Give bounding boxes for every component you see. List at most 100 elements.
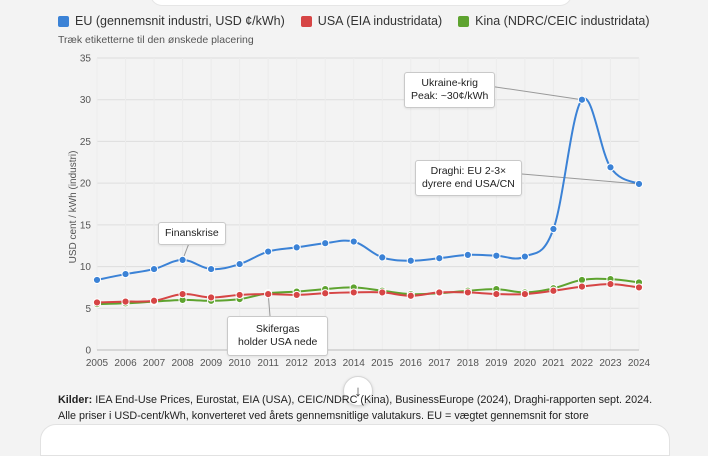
series-line-0 — [96, 97, 640, 281]
legend-item-china[interactable]: Kina (NDRC/CEIC industridata) — [458, 14, 650, 28]
legend-label-china: Kina (NDRC/CEIC industridata) — [475, 14, 650, 28]
x-tick-label: 2023 — [599, 358, 622, 369]
legend-swatch-eu — [58, 15, 69, 27]
annotation-draghi-connector — [521, 173, 640, 185]
y-tick-label: 10 — [80, 262, 92, 273]
legend-swatch-china — [458, 15, 470, 27]
data-point[interactable] — [92, 275, 102, 285]
data-point[interactable] — [121, 297, 130, 306]
data-point[interactable] — [264, 290, 273, 299]
x-tick-label: 2022 — [571, 358, 594, 369]
x-tick-label: 2020 — [514, 358, 537, 369]
data-point[interactable] — [349, 288, 358, 297]
bottom-card — [40, 424, 670, 456]
y-tick-label: 35 — [80, 54, 92, 65]
x-tick-label: 2021 — [542, 358, 565, 369]
y-tick-label: 0 — [85, 346, 91, 357]
data-point[interactable] — [577, 95, 587, 104]
data-point[interactable] — [149, 264, 159, 274]
annotation-ukraine[interactable]: Ukraine-krig Peak: ~30¢/kWh — [404, 72, 496, 108]
x-tick-label: 2016 — [400, 358, 423, 369]
y-tick-label: 25 — [80, 137, 92, 148]
data-point[interactable] — [378, 288, 387, 297]
data-point[interactable] — [178, 290, 187, 299]
y-tick-label: 5 — [85, 304, 91, 315]
data-point[interactable] — [149, 296, 159, 305]
annotation-ukraine-line1: Ukraine-krig — [421, 77, 478, 89]
x-tick-label: 2017 — [428, 358, 451, 369]
data-point[interactable] — [549, 224, 558, 234]
data-point[interactable] — [463, 288, 472, 297]
legend-label-eu: EU (gennemsnit industri, USD ¢/kWh) — [75, 14, 285, 28]
data-point[interactable] — [577, 282, 587, 291]
data-point[interactable] — [606, 279, 615, 289]
data-point[interactable] — [292, 290, 301, 300]
annotation-finanskrise-text: Finanskrise — [165, 227, 219, 239]
data-point[interactable] — [520, 252, 529, 261]
data-point[interactable] — [349, 237, 358, 246]
annotation-draghi[interactable]: Draghi: EU 2-3× dyrere end USA/CN — [415, 160, 522, 196]
x-tick-label: 2015 — [371, 358, 394, 369]
x-tick-label: 2019 — [485, 358, 508, 369]
legend-item-usa[interactable]: USA (EIA industridata) — [300, 14, 443, 28]
data-point[interactable] — [634, 283, 644, 292]
x-tick-label: 2006 — [114, 358, 137, 369]
data-point[interactable] — [463, 250, 472, 259]
x-tick-label: 2009 — [200, 358, 223, 369]
data-point[interactable] — [606, 163, 615, 172]
x-tick-label: 2018 — [457, 358, 480, 369]
legend-item-eu[interactable]: EU (gennemsnit industri, USD ¢/kWh) — [58, 14, 285, 28]
data-point[interactable] — [121, 269, 130, 279]
line-chart: 0 5 10 15 20 25 30 35 2005 2006 2007 2008 2009 2010 20… — [68, 54, 651, 370]
data-point[interactable] — [549, 286, 558, 295]
data-point[interactable] — [264, 247, 273, 256]
legend-swatch-usa — [300, 15, 312, 27]
annotation-finanskrise[interactable]: Finanskrise — [158, 222, 226, 245]
data-point[interactable] — [292, 243, 301, 252]
x-tick-label: 2024 — [628, 358, 651, 369]
annotation-ukraine-line2: Peak: ~30¢/kWh — [411, 90, 489, 102]
data-point[interactable] — [235, 259, 244, 269]
x-tick-label: 2010 — [229, 358, 252, 369]
x-tick-label: 2011 — [257, 358, 279, 369]
sources-label: Kilder: — [58, 394, 93, 406]
data-point[interactable] — [634, 179, 644, 189]
x-tick-label: 2013 — [314, 358, 337, 369]
data-point[interactable] — [321, 239, 330, 248]
data-point[interactable] — [235, 290, 244, 300]
y-tick-label: 20 — [80, 179, 92, 190]
drag-hint: Træk etiketterne til den ønskede placeri… — [58, 34, 254, 46]
top-card-edge — [0, 0, 708, 6]
data-point[interactable] — [406, 291, 415, 300]
data-point[interactable] — [378, 253, 387, 262]
x-tick-label: 2014 — [343, 358, 366, 369]
legend-label-usa: USA (EIA industridata) — [317, 14, 443, 28]
data-point[interactable] — [520, 290, 529, 299]
annotation-draghi-line2: dyrere end USA/CN — [422, 178, 515, 190]
x-tick-label: 2008 — [171, 358, 194, 369]
chart-legend: EU (gennemsnit industri, USD ¢/kWh) USA … — [58, 14, 650, 28]
data-point[interactable] — [492, 251, 501, 260]
data-point[interactable] — [406, 256, 415, 265]
data-point[interactable] — [435, 288, 444, 297]
data-point[interactable] — [207, 293, 216, 302]
data-point[interactable] — [178, 255, 187, 264]
data-point[interactable] — [492, 290, 501, 299]
annotation-draghi-line1: Draghi: EU 2-3× — [430, 165, 507, 177]
annotation-skifergas-line2: holder USA nede — [238, 336, 318, 348]
annotation-skifergas[interactable]: Skifergas holder USA nede — [227, 316, 329, 356]
y-axis-label: USD cent / kWh (industri) — [68, 151, 79, 264]
data-point[interactable] — [577, 275, 587, 285]
y-tick-label: 30 — [80, 95, 92, 106]
scroll-down-button[interactable]: ↓ — [343, 376, 373, 406]
data-point[interactable] — [321, 289, 330, 298]
y-tick-label: 15 — [80, 220, 92, 231]
arrow-down-icon: ↓ — [354, 382, 362, 400]
x-tick-label: 2005 — [86, 358, 109, 369]
annotation-ukraine-connector — [488, 85, 583, 101]
annotation-skifergas-line1: Skifergas — [255, 323, 300, 335]
data-point[interactable] — [207, 264, 216, 274]
x-tick-label: 2012 — [286, 358, 309, 369]
data-point[interactable] — [435, 254, 444, 263]
data-point[interactable] — [92, 298, 102, 307]
